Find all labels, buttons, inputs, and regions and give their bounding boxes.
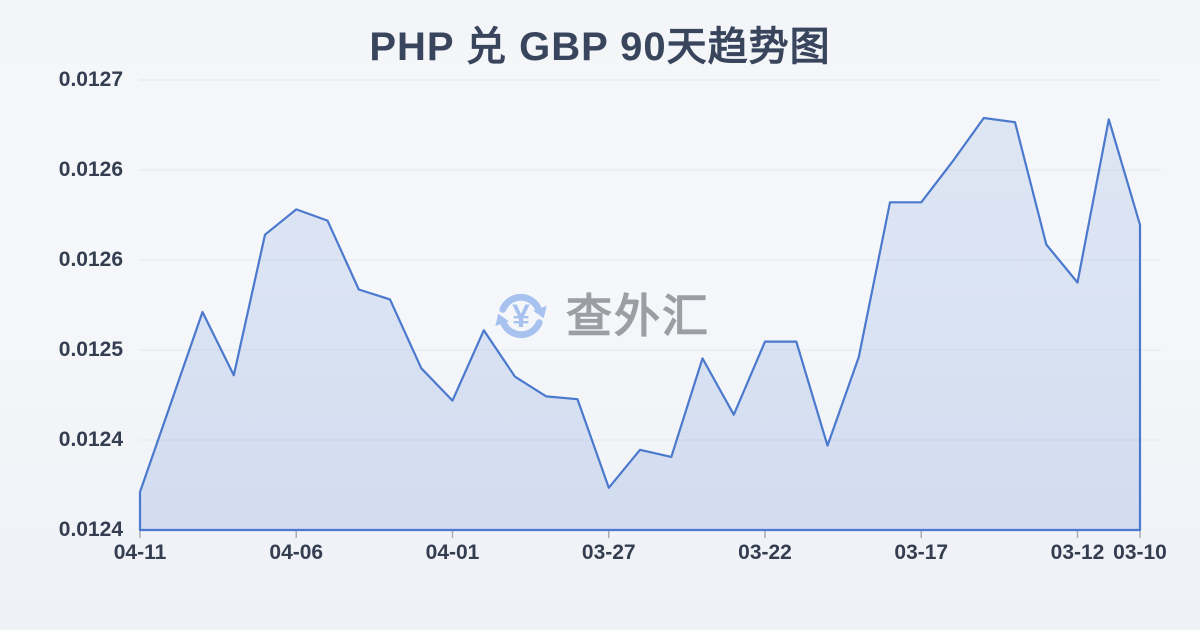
yen-glyph: ¥ bbox=[512, 298, 530, 334]
series-area bbox=[138, 116, 1142, 532]
x-axis-ticks bbox=[139, 531, 1141, 538]
page-title: PHP 兑 GBP 90天趋势图 bbox=[369, 25, 831, 69]
currency-yen-refresh-icon: ¥ bbox=[495, 293, 547, 339]
watermark-text: 查外汇 bbox=[566, 290, 710, 342]
watermark: ¥ 查外汇 bbox=[0, 283, 1200, 349]
